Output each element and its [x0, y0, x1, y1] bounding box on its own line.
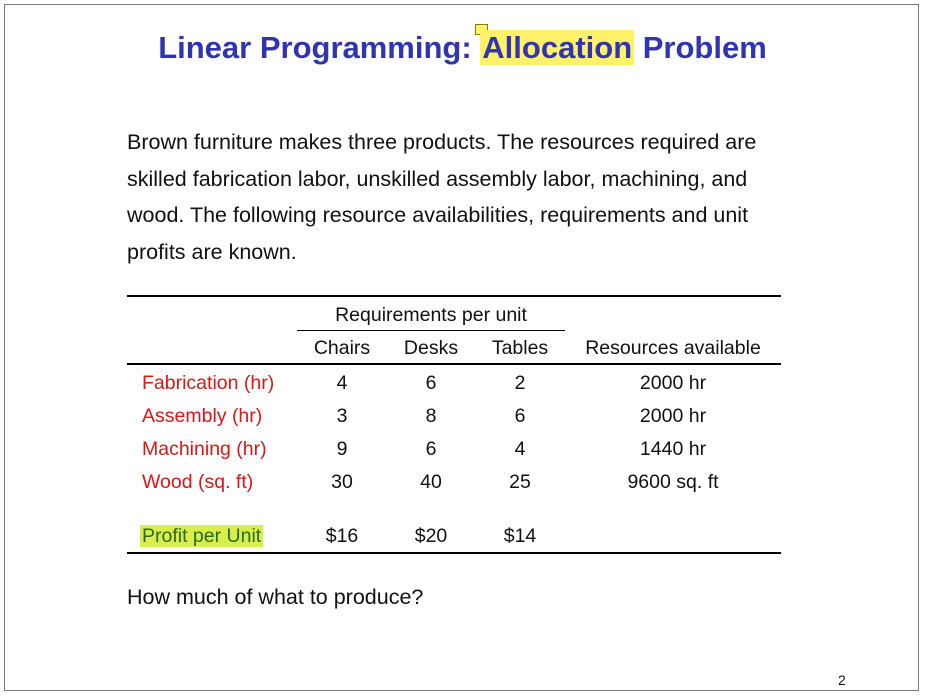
table-cell: 40	[420, 471, 442, 493]
table-bottom-rule	[127, 552, 781, 554]
table-cell: 4	[336, 372, 348, 394]
table-cell: 4	[514, 438, 526, 460]
intro-line: Brown furniture makes three products. Th…	[127, 130, 757, 154]
table-cell: 6	[514, 405, 526, 427]
table-cell: 25	[509, 471, 531, 493]
slide-frame	[4, 4, 919, 691]
table-cell: 30	[331, 471, 353, 493]
table-cell: 6	[425, 438, 437, 460]
table-cell: 3	[336, 405, 348, 427]
table-cell: 6	[425, 372, 437, 394]
table-top-rule	[127, 295, 781, 297]
header-rule	[127, 363, 781, 365]
group-header-rule	[297, 330, 565, 331]
column-header: Resources available	[585, 337, 761, 359]
table-cell: 9600 sq. ft	[627, 471, 719, 493]
row-label: Machining (hr)	[142, 438, 267, 460]
question-text: How much of what to produce?	[127, 585, 424, 609]
row-label: Wood (sq. ft)	[142, 471, 254, 493]
title-text: Linear Programming:	[158, 30, 481, 65]
intro-line: skilled fabrication labor, unskilled ass…	[127, 166, 748, 191]
title-text-end: Problem	[634, 30, 767, 65]
intro-line: profits are known.	[127, 239, 297, 264]
table-cell: 2000 hr	[639, 372, 707, 394]
slide-title: Linear Programming: Allocation Problem	[0, 30, 925, 66]
table-cell: 9	[336, 438, 348, 460]
table-cell: 8	[425, 405, 437, 427]
profit-label-highlight: Profit per Unit	[140, 525, 264, 547]
group-header: Requirements per unit	[335, 304, 527, 326]
page-number: 2	[838, 672, 846, 688]
row-label: Assembly (hr)	[142, 405, 263, 427]
profit-cell: $16	[325, 525, 359, 547]
profit-row-label: Profit per Unit	[140, 525, 264, 548]
row-label: Fabrication (hr)	[142, 372, 275, 394]
column-header: Tables	[491, 337, 549, 359]
title-highlight: Allocation	[480, 30, 635, 65]
table-cell: 1440 hr	[639, 438, 707, 460]
profit-cell: $14	[503, 525, 537, 547]
table-cell: 2000 hr	[639, 405, 707, 427]
column-header: Chairs	[313, 337, 371, 359]
table-cell: 2	[514, 372, 526, 394]
column-header: Desks	[403, 337, 459, 359]
profit-cell: $20	[414, 525, 448, 547]
intro-line: wood. The following resource availabilit…	[127, 203, 749, 227]
intro-paragraph: Brown furniture makes three products. Th…	[127, 124, 827, 270]
